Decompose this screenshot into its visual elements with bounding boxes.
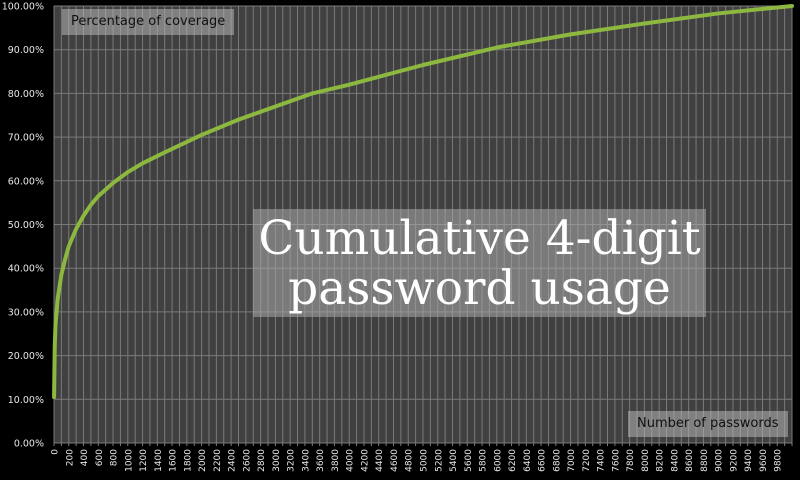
x-tick-label: 5400 xyxy=(449,449,459,472)
x-tick-label: 4000 xyxy=(346,449,356,472)
y-tick-label: 20.00% xyxy=(8,351,44,362)
x-tick-label: 7000 xyxy=(567,449,577,472)
x-tick-label: 6600 xyxy=(538,449,548,472)
x-tick-label: 7400 xyxy=(597,449,607,472)
y-tick-label: 80.00% xyxy=(8,89,44,100)
x-tick-label: 7600 xyxy=(611,449,621,472)
x-tick-label: 1600 xyxy=(169,449,179,472)
y-axis-ticks: 0.00% 10.00% 20.00% 30.00% 40.00% 50.00% 60.00… xyxy=(2,2,44,450)
x-tick-label: 6800 xyxy=(552,449,562,472)
x-tick-label: 1800 xyxy=(183,449,193,472)
x-tick-label: 4200 xyxy=(360,449,370,472)
x-tick-label: 6000 xyxy=(493,449,503,472)
x-tick-label: 6400 xyxy=(523,449,533,472)
y-tick-label: 60.00% xyxy=(8,176,44,187)
x-tick-label: 3800 xyxy=(331,449,341,472)
x-tick-label: 5200 xyxy=(434,449,444,472)
y-tick-label: 100.00% xyxy=(2,2,44,13)
x-axis-ticks: 0 200 400 600 800 1000 1200 1400 1600 1800 2000 220… xyxy=(51,449,784,472)
x-tick-label: 9600 xyxy=(759,449,769,472)
x-tick-label: 9000 xyxy=(715,449,725,472)
x-tick-label: 3400 xyxy=(301,449,311,472)
y-tick-label: 30.00% xyxy=(8,307,44,318)
x-tick-label: 1200 xyxy=(139,449,149,472)
x-tick-label: 2200 xyxy=(213,449,223,472)
x-tick-label: 8600 xyxy=(685,449,695,472)
x-axis-title: Number of passwords xyxy=(628,411,788,437)
y-tick-label: 90.00% xyxy=(8,45,44,56)
x-tick-label: 9800 xyxy=(774,449,784,472)
x-tick-label: 3000 xyxy=(272,449,282,472)
coverage-series-line xyxy=(52,4,794,400)
x-tick-label: 4400 xyxy=(375,449,385,472)
y-tick-label: 10.00% xyxy=(8,395,44,406)
x-tick-label: 2600 xyxy=(242,449,252,472)
x-tick-label: 3200 xyxy=(287,449,297,472)
x-tick-label: 5600 xyxy=(464,449,474,472)
y-tick-label: 0.00% xyxy=(14,439,44,450)
x-tick-label: 9400 xyxy=(744,449,754,472)
x-tick-label: 2000 xyxy=(198,449,208,472)
x-tick-label: 0 xyxy=(51,449,61,455)
chart-title: Cumulative 4-digit password usage xyxy=(253,209,706,317)
chart-title-line-2: password usage xyxy=(288,261,671,316)
x-tick-label: 3600 xyxy=(316,449,326,472)
x-tick-label: 5000 xyxy=(420,449,430,472)
x-tick-label: 8400 xyxy=(670,449,680,472)
y-tick-label: 50.00% xyxy=(8,220,44,231)
x-tick-label: 2400 xyxy=(228,449,238,472)
x-tick-label: 4600 xyxy=(390,449,400,472)
x-tick-label: 9200 xyxy=(729,449,739,472)
x-tick-label: 8000 xyxy=(641,449,651,472)
y-tick-label: 70.00% xyxy=(8,133,44,144)
x-tick-label: 6200 xyxy=(508,449,518,472)
x-tick-label: 1400 xyxy=(154,449,164,472)
x-tick-label: 400 xyxy=(80,449,90,466)
x-tick-label: 7200 xyxy=(582,449,592,472)
x-tick-label: 7800 xyxy=(626,449,636,472)
x-tick-label: 4800 xyxy=(405,449,415,472)
x-tick-label: 1000 xyxy=(124,449,134,472)
y-tick-label: 40.00% xyxy=(8,264,44,275)
x-tick-label: 5800 xyxy=(479,449,489,472)
x-tick-label: 2800 xyxy=(257,449,267,472)
x-tick-label: 800 xyxy=(110,449,120,466)
x-tick-label: 8800 xyxy=(700,449,710,472)
x-tick-label: 200 xyxy=(65,449,75,466)
y-axis-title: Percentage of coverage xyxy=(62,9,235,35)
x-tick-label: 600 xyxy=(95,449,105,466)
chart-title-line-1: Cumulative 4-digit xyxy=(258,211,701,266)
x-tick-label: 8200 xyxy=(656,449,666,472)
